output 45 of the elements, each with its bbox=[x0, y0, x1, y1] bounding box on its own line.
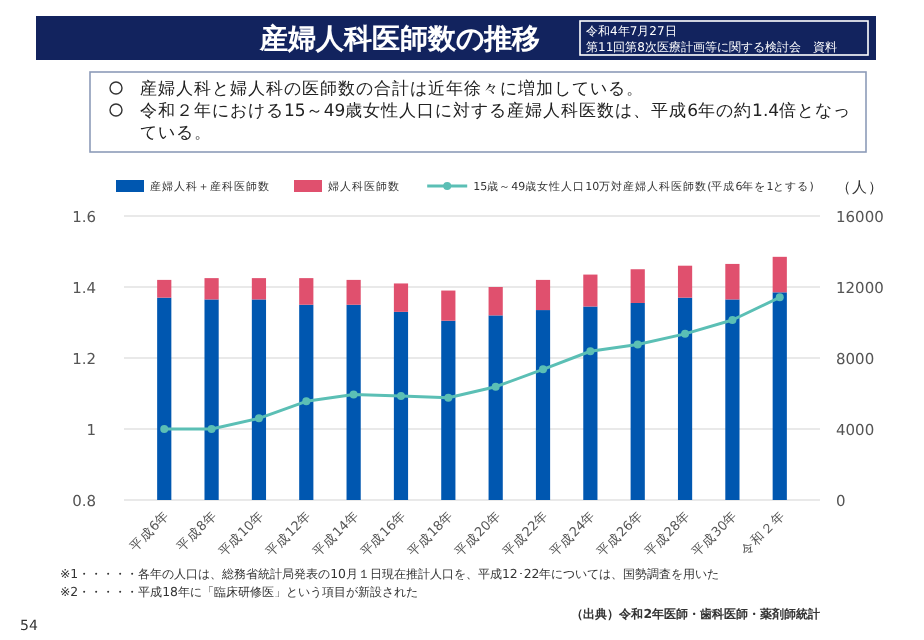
point bbox=[254, 414, 263, 423]
bar bbox=[488, 287, 503, 316]
bar bbox=[299, 278, 314, 305]
bar bbox=[157, 279, 172, 298]
bar bbox=[441, 320, 456, 500]
bar bbox=[630, 269, 645, 303]
point bbox=[349, 390, 358, 399]
bar bbox=[630, 302, 645, 500]
bar bbox=[583, 306, 598, 500]
bar bbox=[393, 283, 409, 312]
text: 令和２年における15～49歳女性人口に対する産婦人科医数は、平成6年の約1.4倍となっている。 bbox=[140, 100, 852, 144]
bar bbox=[157, 297, 172, 500]
bar bbox=[346, 279, 361, 305]
bar bbox=[772, 256, 787, 293]
point bbox=[586, 347, 595, 356]
bar bbox=[677, 297, 693, 500]
point bbox=[207, 425, 216, 433]
bar bbox=[441, 290, 456, 321]
point bbox=[160, 425, 169, 433]
text: 産婦人科と婦人科の医師数の合計は近年徐々に増加している。 bbox=[140, 78, 644, 100]
bar bbox=[393, 311, 409, 500]
bar bbox=[251, 299, 267, 500]
bar bbox=[725, 299, 740, 500]
bar bbox=[204, 299, 219, 500]
bar bbox=[725, 263, 740, 300]
point bbox=[444, 393, 453, 402]
point bbox=[396, 391, 405, 400]
point bbox=[775, 293, 784, 302]
bar bbox=[772, 292, 787, 500]
point bbox=[633, 340, 642, 349]
bar bbox=[677, 265, 693, 298]
point bbox=[539, 365, 548, 374]
bar bbox=[299, 304, 314, 500]
point bbox=[681, 329, 690, 338]
bar bbox=[535, 279, 551, 311]
bar bbox=[535, 310, 551, 500]
chart-title: 産婦人科医師数の推移 bbox=[258, 22, 540, 56]
point bbox=[728, 316, 737, 325]
point bbox=[491, 382, 500, 391]
bar bbox=[251, 278, 267, 300]
point bbox=[302, 397, 311, 406]
bar bbox=[583, 274, 598, 307]
bar bbox=[346, 304, 361, 500]
bar bbox=[204, 278, 219, 300]
bar bbox=[488, 315, 503, 500]
